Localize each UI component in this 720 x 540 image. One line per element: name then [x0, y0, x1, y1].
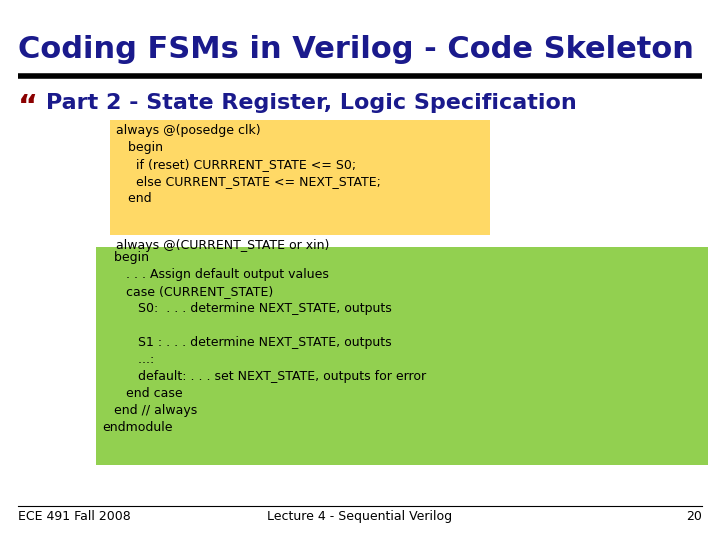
Text: Coding FSMs in Verilog - Code Skeleton: Coding FSMs in Verilog - Code Skeleton: [18, 35, 694, 64]
Text: ECE 491 Fall 2008: ECE 491 Fall 2008: [18, 510, 131, 523]
Text: begin
      . . . Assign default output values
      case (CURRENT_STATE)
      : begin . . . Assign default output values…: [102, 251, 426, 434]
FancyBboxPatch shape: [96, 247, 708, 465]
Text: always @(CURRENT_STATE or xin): always @(CURRENT_STATE or xin): [116, 239, 329, 252]
Text: Lecture 4 - Sequential Verilog: Lecture 4 - Sequential Verilog: [267, 510, 453, 523]
Text: “: “: [18, 93, 38, 122]
Text: always @(posedge clk)
   begin
     if (reset) CURRRENT_STATE <= S0;
     else C: always @(posedge clk) begin if (reset) C…: [116, 124, 381, 205]
Text: 20: 20: [686, 510, 702, 523]
FancyBboxPatch shape: [110, 120, 490, 235]
Text: Part 2 - State Register, Logic Specification: Part 2 - State Register, Logic Specifica…: [46, 93, 577, 113]
